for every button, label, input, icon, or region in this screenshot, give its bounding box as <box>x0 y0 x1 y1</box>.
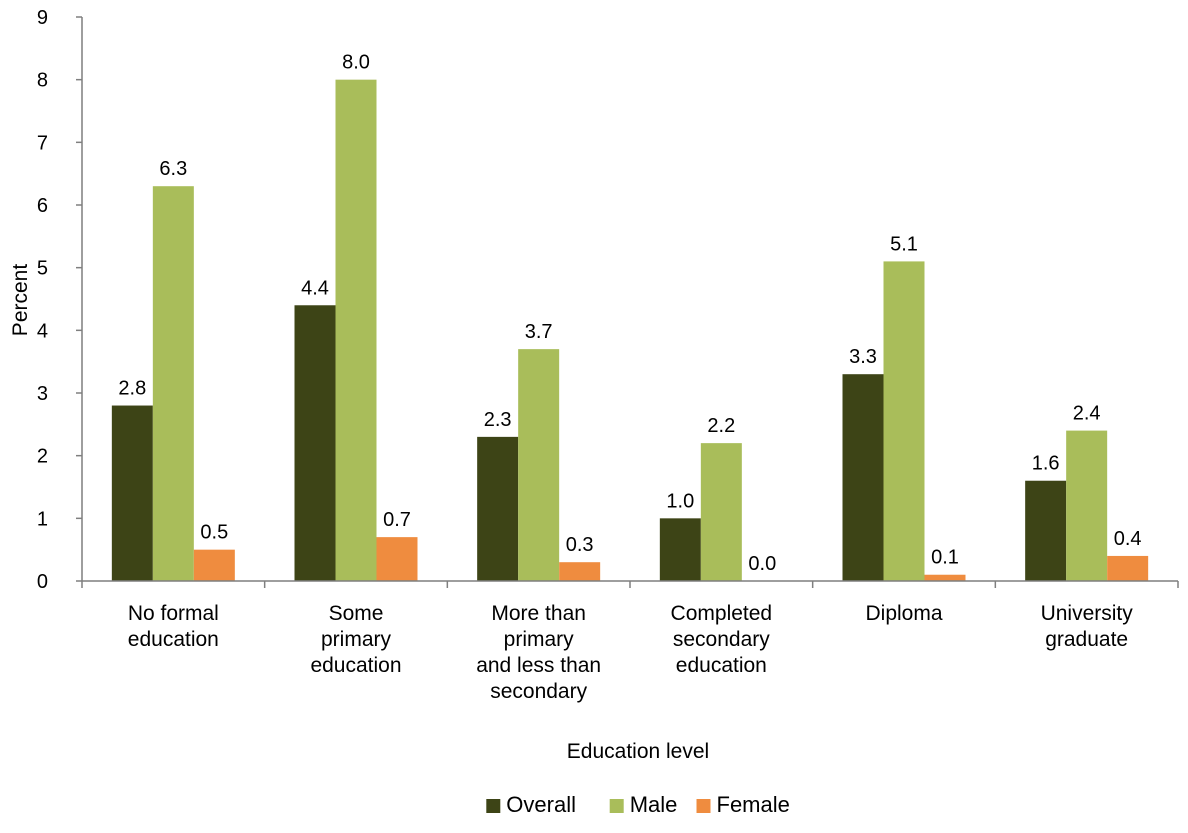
data-label-male-4: 5.1 <box>890 233 918 255</box>
data-label-female-4: 0.1 <box>931 547 959 569</box>
x-tick-label-0: No formal education <box>128 602 219 651</box>
bar-female-0 <box>193 549 235 581</box>
data-label-overall-1: 4.4 <box>301 277 329 299</box>
data-label-overall-2: 2.3 <box>484 409 512 431</box>
bar-overall-1 <box>294 305 336 581</box>
legend-label-overall: Overall <box>506 792 576 817</box>
data-label-male-1: 8.0 <box>342 52 370 74</box>
y-tick-label-1: 1 <box>37 508 48 530</box>
data-label-male-3: 2.2 <box>707 415 735 437</box>
legend: Overall Male Female <box>486 792 790 817</box>
data-label-female-3: 0.0 <box>748 553 776 575</box>
x-tick-label-1: Some primary education <box>310 602 401 677</box>
data-label-overall-5: 1.6 <box>1032 453 1060 475</box>
bar-female-5 <box>1107 555 1149 581</box>
y-tick-label-4: 4 <box>37 320 48 342</box>
bar-male-1 <box>335 79 377 582</box>
data-label-male-5: 2.4 <box>1073 403 1101 425</box>
y-tick-label-7: 7 <box>37 132 48 154</box>
x-tick-label-3: Completed secondary education <box>671 602 773 677</box>
bar-female-2 <box>559 562 601 581</box>
bar-overall-4 <box>842 374 884 581</box>
legend-label-female: Female <box>717 792 790 817</box>
bar-male-4 <box>883 261 925 581</box>
legend-swatch-overall <box>486 799 501 813</box>
bars-layer <box>111 79 1149 582</box>
axes-layer: No formal education Some primary education Mo… <box>37 7 1179 703</box>
data-label-female-0: 0.5 <box>200 522 228 544</box>
y-tick-label-2: 2 <box>37 446 48 468</box>
bar-overall-0 <box>111 405 153 581</box>
y-axis-title: Percent <box>9 264 32 337</box>
data-label-overall-4: 3.3 <box>849 346 877 368</box>
bar-male-0 <box>152 186 194 581</box>
y-tick-label-5: 5 <box>37 258 48 280</box>
data-label-female-5: 0.4 <box>1114 528 1142 550</box>
x-tick-label-2: More than primary and less than secondary <box>476 602 601 703</box>
data-label-male-2: 3.7 <box>525 321 553 343</box>
y-tick-label-8: 8 <box>37 70 48 92</box>
y-tick-label-3: 3 <box>37 383 48 405</box>
y-tick-label-6: 6 <box>37 195 48 217</box>
x-tick-label-5: University graduate <box>1041 602 1134 651</box>
x-axis-title: Education level <box>567 740 709 763</box>
data-label-female-2: 0.3 <box>566 534 594 556</box>
data-labels-layer: 2.8 6.3 0.5 4.4 8.0 0.7 2.3 3.7 0.3 1.0 2.2 0.0 3.3 5… <box>118 52 1141 575</box>
x-tick-label-4: Diploma <box>865 602 942 625</box>
data-label-overall-0: 2.8 <box>118 378 146 400</box>
legend-label-male: Male <box>630 792 678 817</box>
y-tick-label-0: 0 <box>37 571 48 593</box>
bar-male-2 <box>518 349 560 581</box>
bar-male-3 <box>700 443 742 581</box>
data-label-female-1: 0.7 <box>383 509 411 531</box>
bar-overall-2 <box>477 436 519 581</box>
legend-swatch-male <box>609 799 624 813</box>
bar-male-5 <box>1066 430 1108 581</box>
bar-female-4 <box>924 574 966 581</box>
data-label-male-0: 6.3 <box>159 158 187 180</box>
y-tick-label-9: 9 <box>37 7 48 29</box>
legend-swatch-female <box>696 799 711 813</box>
data-label-overall-3: 1.0 <box>666 490 694 512</box>
bar-female-1 <box>376 537 418 581</box>
bar-overall-5 <box>1025 480 1067 581</box>
bar-overall-3 <box>659 518 701 581</box>
